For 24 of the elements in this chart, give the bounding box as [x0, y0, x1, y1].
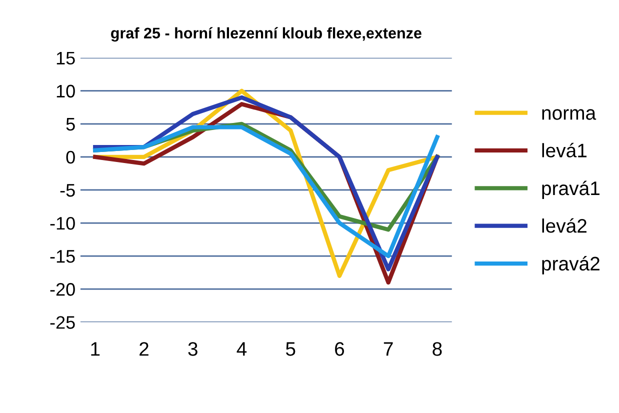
- y-tick-label: 10: [56, 84, 75, 98]
- x-tick-label: 7: [384, 342, 393, 356]
- y-tick-label: -15: [50, 250, 75, 263]
- x-tick-label: 8: [432, 342, 442, 356]
- x-tick-label: 6: [335, 342, 344, 356]
- legend-label: pravá1: [542, 180, 600, 200]
- x-tick-label: 3: [188, 342, 198, 356]
- y-tick-label: 5: [66, 118, 75, 131]
- y-tick-label: 0: [66, 150, 75, 164]
- line-series: [93, 125, 440, 258]
- chart-title: graf 25 - horní hlezenní kloub flexe,extenze: [111, 27, 422, 42]
- x-tick-label: 5: [286, 342, 296, 356]
- x-tick-label: 4: [236, 342, 247, 356]
- x-tick-label: 2: [140, 342, 148, 356]
- y-tick-label: -20: [50, 283, 75, 296]
- y-tick-label: -5: [60, 184, 75, 197]
- legend-label: norma: [542, 109, 596, 120]
- x-tick-label: 1: [91, 342, 100, 356]
- legend-label: levá2: [542, 218, 586, 233]
- y-tick-label: 15: [56, 52, 75, 65]
- y-tick-label: -25: [50, 316, 75, 329]
- legend-label: levá1: [542, 142, 586, 158]
- y-tick-label: -10: [50, 216, 75, 230]
- legend-label: pravá2: [542, 256, 600, 274]
